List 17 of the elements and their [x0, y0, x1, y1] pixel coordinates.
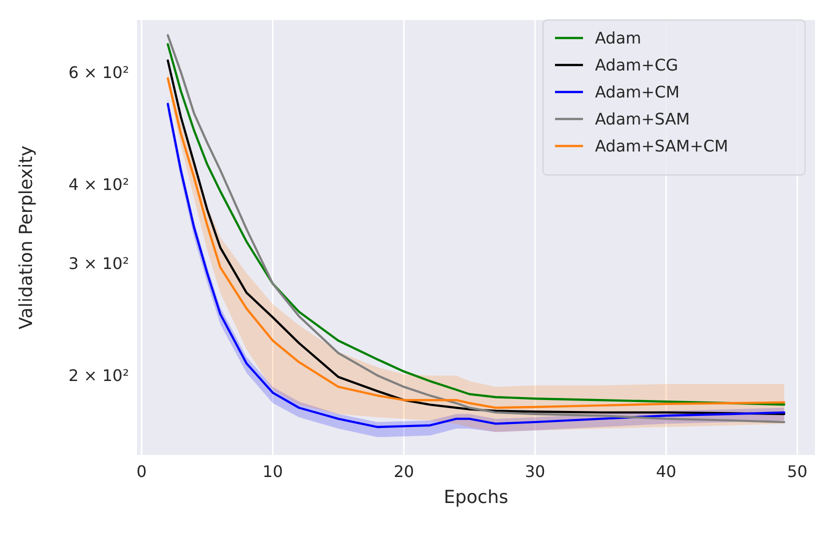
legend-label: Adam+CM [595, 82, 680, 102]
x-tick-label: 20 [394, 462, 414, 481]
x-tick-label: 10 [262, 462, 283, 481]
y-tick-label: 2 × 10² [68, 366, 129, 386]
x-tick-label: 30 [524, 462, 546, 481]
legend-label: Adam+SAM [595, 110, 690, 129]
x-axis-title: Epochs [444, 487, 508, 508]
legend-label: Adam+SAM+CM [595, 136, 728, 156]
y-tick-label: 6 × 10² [68, 62, 129, 82]
x-tick-label: 40 [656, 462, 676, 481]
x-tick-label: 0 [136, 462, 147, 481]
y-tick-label: 3 × 10² [68, 254, 129, 274]
legend-label: Adam+CG [595, 56, 678, 75]
y-tick-label: 4 × 10² [68, 174, 129, 194]
x-tick-label: 50 [787, 462, 808, 481]
legend-label: Adam [595, 28, 642, 48]
y-axis-title: Validation Perplexity [16, 145, 37, 330]
